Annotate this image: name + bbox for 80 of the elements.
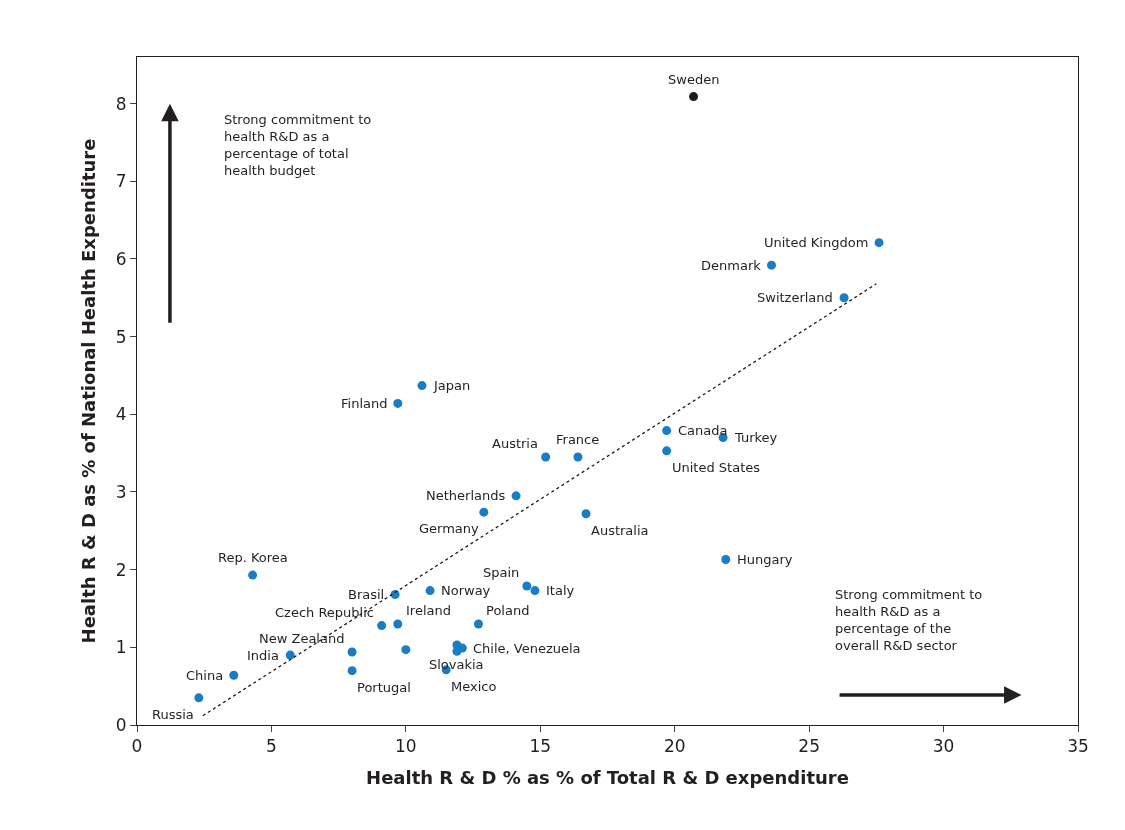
- point: [530, 586, 540, 596]
- annotation: Czech Republic: [275, 605, 374, 620]
- point: [393, 398, 403, 408]
- annotation: India: [247, 648, 279, 663]
- annotation: United States: [672, 460, 761, 475]
- y-tick-label: 4: [115, 404, 127, 425]
- point: [767, 260, 776, 270]
- annotation: Russia: [152, 707, 194, 722]
- point: [662, 446, 672, 456]
- annotation: Switzerland: [757, 290, 833, 305]
- y-tick-label: 1: [115, 637, 127, 658]
- annotation: Poland: [486, 603, 530, 618]
- point: [689, 92, 699, 102]
- point: [425, 586, 435, 596]
- annotation: Finland: [341, 396, 388, 411]
- y-tick-label: 3: [115, 481, 127, 502]
- point: [662, 426, 672, 436]
- point: [401, 645, 411, 655]
- annotation: Norway: [441, 583, 491, 598]
- annotation: New Zealand: [259, 631, 345, 646]
- annotation: Germany: [419, 521, 480, 536]
- point: [229, 670, 239, 680]
- annotation: Slovakia: [429, 657, 484, 672]
- x-tick-label: 10: [395, 736, 417, 757]
- annotation: Strong commitment to health R&D as a percentage of total health budget: [224, 112, 372, 178]
- point: [541, 452, 551, 462]
- annotation: Mexico: [451, 679, 497, 694]
- point: [522, 581, 532, 591]
- x-axis-title: Health R & D % as % of Total R & D expenditure: [366, 766, 849, 788]
- point: [573, 452, 583, 462]
- x-tick-label: 35: [1067, 736, 1089, 757]
- point: [194, 693, 204, 703]
- y-tick-label: 0: [115, 714, 127, 735]
- y-tick-label: 2: [115, 559, 127, 580]
- x-tick-label: 15: [529, 736, 552, 757]
- annotation: Strong commitment to health R&D as a percentage of the overall R&D sector: [835, 587, 983, 653]
- annotation: Italy: [546, 583, 575, 598]
- point: [347, 666, 357, 676]
- point: [393, 619, 403, 629]
- annotation: Austria: [492, 436, 538, 451]
- annotation: Brasil: [348, 587, 385, 602]
- x-tick-label: 0: [131, 736, 143, 757]
- point: [473, 619, 483, 629]
- point: [285, 650, 295, 660]
- point: [377, 621, 387, 631]
- annotation: Portugal: [357, 680, 411, 695]
- annotation: Japan: [433, 378, 471, 393]
- annotation: Canada: [678, 423, 728, 438]
- annotation: Australia: [591, 523, 649, 538]
- x-tick-label: 25: [798, 736, 820, 757]
- point: [721, 555, 731, 565]
- annotation: Spain: [483, 565, 520, 580]
- point: [452, 640, 462, 650]
- point: [581, 509, 591, 519]
- point: [417, 381, 427, 391]
- annotation: Chile, Venezuela: [473, 641, 581, 656]
- x-tick-label: 20: [663, 736, 686, 757]
- x-tick-label: 30: [932, 736, 955, 757]
- annotation: Turkey: [734, 430, 778, 445]
- annotation: United Kingdom: [764, 235, 869, 250]
- point: [839, 293, 849, 303]
- annotation: Ireland: [406, 603, 451, 618]
- annotation: Denmark: [701, 258, 762, 273]
- annotation: France: [556, 432, 600, 447]
- x-tick-label: 5: [266, 736, 277, 757]
- y-axis-title: Health R & D as % of National Health Expenditure: [77, 138, 99, 644]
- y-tick-label: 5: [115, 326, 127, 347]
- point: [347, 647, 357, 657]
- annotation: Hungary: [737, 552, 793, 567]
- annotation: Netherlands: [426, 488, 506, 503]
- point: [511, 491, 521, 501]
- annotation: Sweden: [668, 72, 720, 87]
- annotation: China: [186, 668, 224, 683]
- annotation: Rep. Korea: [218, 550, 288, 565]
- y-tick-label: 8: [115, 93, 127, 114]
- y-tick-label: 6: [115, 248, 127, 269]
- y-tick-label: 7: [115, 171, 127, 192]
- point: [248, 570, 258, 580]
- point: [874, 238, 884, 248]
- point: [479, 507, 489, 517]
